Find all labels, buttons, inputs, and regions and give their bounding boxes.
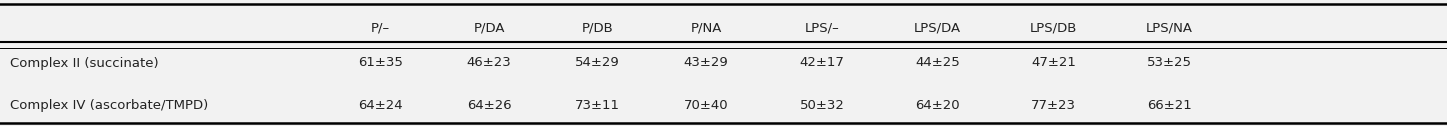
Text: P/–: P/– <box>370 21 391 34</box>
Text: P/DB: P/DB <box>582 21 614 34</box>
Text: 73±11: 73±11 <box>574 99 621 112</box>
Text: 47±21: 47±21 <box>1030 56 1077 70</box>
Text: 70±40: 70±40 <box>684 99 728 112</box>
Text: 50±32: 50±32 <box>799 99 845 112</box>
Text: LPS/DA: LPS/DA <box>915 21 961 34</box>
Text: LPS/–: LPS/– <box>805 21 839 34</box>
Text: 61±35: 61±35 <box>357 56 404 70</box>
Text: Complex IV (ascorbate/TMPD): Complex IV (ascorbate/TMPD) <box>10 99 208 112</box>
Text: 44±25: 44±25 <box>916 56 959 70</box>
Text: Complex II (succinate): Complex II (succinate) <box>10 56 159 70</box>
Text: LPS/NA: LPS/NA <box>1146 21 1192 34</box>
Text: P/DA: P/DA <box>473 21 505 34</box>
Text: 66±21: 66±21 <box>1147 99 1191 112</box>
Text: 77±23: 77±23 <box>1030 99 1077 112</box>
Text: 46±23: 46±23 <box>467 56 511 70</box>
Text: P/NA: P/NA <box>690 21 722 34</box>
Text: 64±24: 64±24 <box>359 99 402 112</box>
Text: 53±25: 53±25 <box>1146 56 1192 70</box>
Text: 64±20: 64±20 <box>916 99 959 112</box>
Text: 43±29: 43±29 <box>684 56 728 70</box>
Text: 54±29: 54±29 <box>576 56 619 70</box>
Text: LPS/DB: LPS/DB <box>1030 21 1077 34</box>
Text: 42±17: 42±17 <box>799 56 845 70</box>
Text: 64±26: 64±26 <box>467 99 511 112</box>
